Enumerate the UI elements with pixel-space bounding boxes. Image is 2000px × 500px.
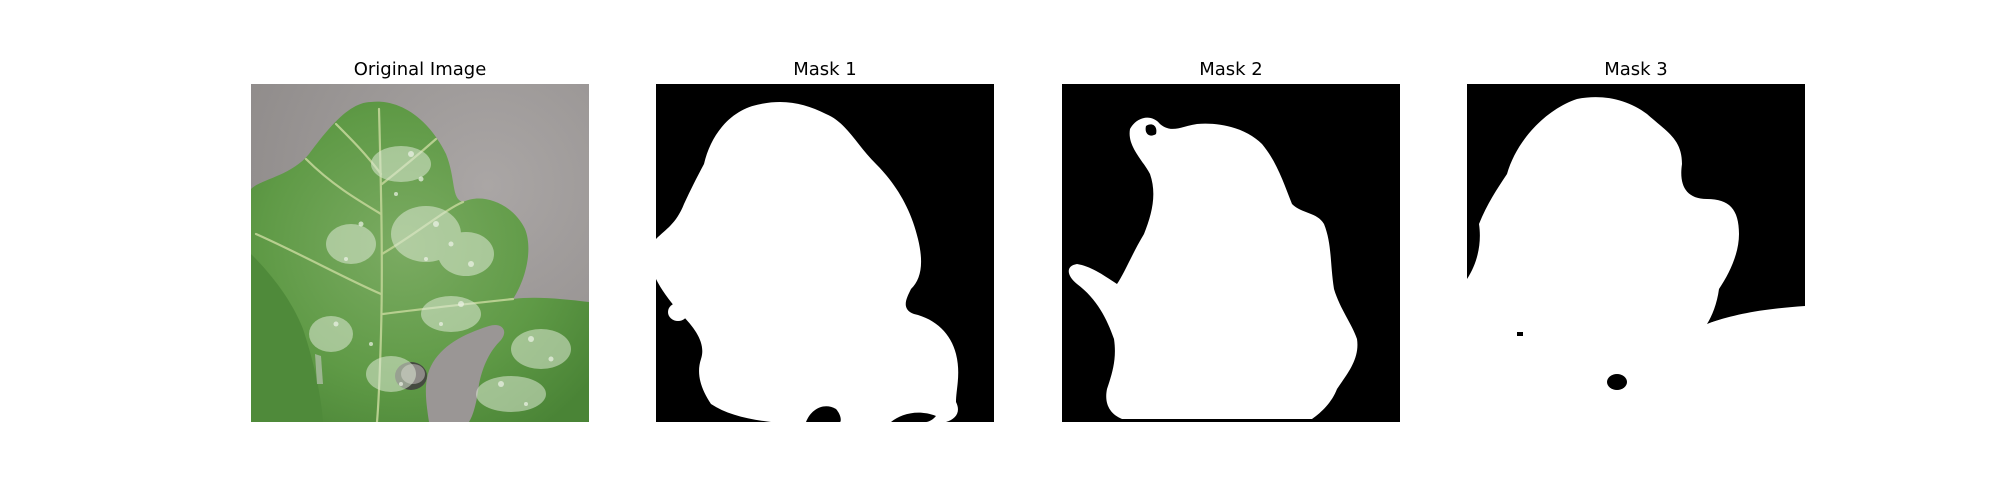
mask-3-gap-right [1712,294,1805,322]
mask-2-image [1062,84,1400,422]
pale-streak [315,354,323,384]
mildew-specks [333,151,554,406]
mask-1-image [656,84,994,422]
leaf-sinus-hole [425,324,505,422]
leaf-lobe-left [251,254,323,422]
panel-title-mask-3: Mask 3 [1604,59,1668,80]
panel-title-mask-1: Mask 1 [793,59,857,80]
mask-3-hole [1607,374,1627,390]
leaf-photo [251,84,589,422]
mask-3-thin-line [1517,332,1523,336]
mask-2-panel [1062,84,1400,422]
panel-title-original-image: Original Image [353,59,487,80]
mask-1-gap-bottom [806,406,841,422]
mask-2-hole-top [1145,124,1157,136]
mask-3-region [1467,97,1805,422]
mask-1-region [656,102,959,422]
original-image-panel [251,84,589,422]
mask-3-image [1467,84,1805,422]
mask-1-blob-left [668,303,688,321]
mask-1-panel [656,84,994,422]
mask-3-panel [1467,84,1805,422]
panel-title-mask-2: Mask 2 [1199,59,1263,80]
mask-1-gap-bottom-right [891,412,936,422]
mask-2-region [1068,117,1358,419]
mildew-patches [309,146,571,412]
